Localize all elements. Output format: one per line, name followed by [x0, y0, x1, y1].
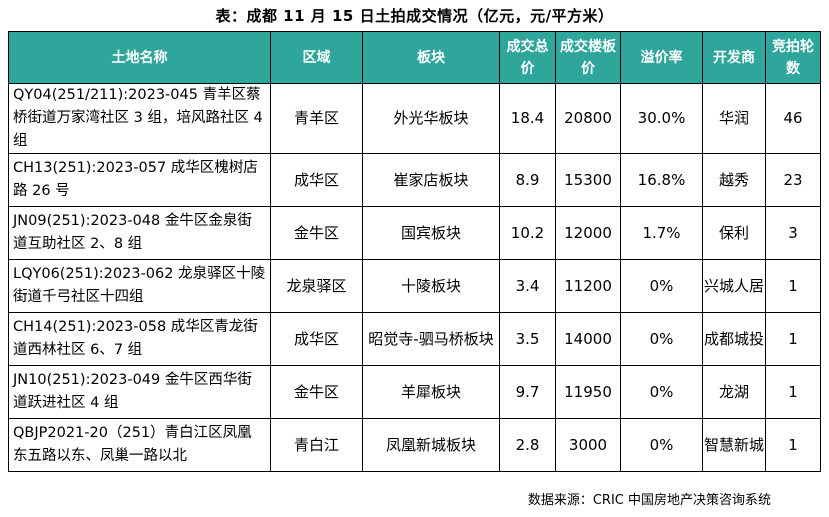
district-cell: 龙泉驿区: [270, 259, 363, 313]
premium-cell: 0%: [620, 365, 703, 419]
floor-price-cell: 11200: [555, 259, 621, 313]
district-cell: 金牛区: [270, 206, 363, 260]
block-cell: 崔家店板块: [362, 153, 500, 207]
district-cell: 成华区: [270, 312, 363, 366]
header-rounds: 竞拍轮数: [765, 31, 821, 84]
header-block: 板块: [362, 31, 500, 84]
block-cell: 外光华板块: [362, 83, 500, 154]
developer-cell: 兴城人居: [702, 259, 766, 313]
header-name: 土地名称: [8, 31, 271, 84]
floor-price-cell: 14000: [555, 312, 621, 366]
header-floor-price: 成交楼板价: [555, 31, 621, 84]
premium-cell: 0%: [620, 259, 703, 313]
district-cell: 青白江: [270, 418, 363, 472]
land-name-cell: CH14(251):2023-058 成华区青龙街道西林社区 6、7 组: [8, 312, 271, 366]
header-total-price: 成交总价: [499, 31, 556, 84]
district-cell: 青羊区: [270, 83, 363, 154]
rounds-cell: 46: [765, 83, 821, 154]
total-price-cell: 8.9: [499, 153, 556, 207]
land-auction-table: 土地名称 区域 板块 成交总价 成交楼板价 溢价率 开发商 竞拍轮数 QY04(…: [8, 31, 821, 472]
header-district: 区域: [270, 31, 363, 84]
land-name-cell: CH13(251):2023-057 成华区槐树店路 26 号: [8, 153, 271, 207]
rounds-cell: 23: [765, 153, 821, 207]
total-price-cell: 3.4: [499, 259, 556, 313]
land-name-cell: QY04(251/211):2023-045 青羊区蔡桥街道万家湾社区 3 组，…: [8, 83, 271, 154]
land-name-cell: JN10(251):2023-049 金牛区西华街道跃进社区 4 组: [8, 365, 271, 419]
table-row: JN10(251):2023-049 金牛区西华街道跃进社区 4 组 金牛区 羊…: [8, 365, 821, 419]
floor-price-cell: 3000: [555, 418, 621, 472]
block-cell: 羊犀板块: [362, 365, 500, 419]
total-price-cell: 9.7: [499, 365, 556, 419]
developer-cell: 成都城投: [702, 312, 766, 366]
total-price-cell: 10.2: [499, 206, 556, 260]
total-price-cell: 2.8: [499, 418, 556, 472]
land-name-cell: JN09(251):2023-048 金牛区金泉街道互助社区 2、8 组: [8, 206, 271, 260]
total-price-cell: 18.4: [499, 83, 556, 154]
floor-price-cell: 15300: [555, 153, 621, 207]
premium-cell: 0%: [620, 418, 703, 472]
developer-cell: 越秀: [702, 153, 766, 207]
premium-cell: 1.7%: [620, 206, 703, 260]
land-name-cell: LQY06(251):2023-062 龙泉驿区十陵街道千弓社区十四组: [8, 259, 271, 313]
table-row: CH13(251):2023-057 成华区槐树店路 26 号 成华区 崔家店板…: [8, 153, 821, 207]
developer-cell: 华润: [702, 83, 766, 154]
rounds-cell: 1: [765, 259, 821, 313]
premium-cell: 16.8%: [620, 153, 703, 207]
header-developer: 开发商: [702, 31, 766, 84]
floor-price-cell: 20800: [555, 83, 621, 154]
developer-cell: 保利: [702, 206, 766, 260]
table-row: QY04(251/211):2023-045 青羊区蔡桥街道万家湾社区 3 组，…: [8, 83, 821, 154]
table-row: QBJP2021-20（251）青白江区凤凰东五路以东、凤巢一路以北 青白江 凤…: [8, 418, 821, 472]
premium-cell: 30.0%: [620, 83, 703, 154]
block-cell: 昭觉寺-驷马桥板块: [362, 312, 500, 366]
rounds-cell: 3: [765, 206, 821, 260]
header-row: 土地名称 区域 板块 成交总价 成交楼板价 溢价率 开发商 竞拍轮数: [8, 31, 821, 84]
header-premium: 溢价率: [620, 31, 703, 84]
table-row: CH14(251):2023-058 成华区青龙街道西林社区 6、7 组 成华区…: [8, 312, 821, 366]
table-title: 表：成都 11 月 15 日土拍成交情况（亿元，元/平方米）: [215, 7, 614, 25]
rounds-cell: 1: [765, 418, 821, 472]
developer-cell: 智慧新城: [702, 418, 766, 472]
rounds-cell: 1: [765, 365, 821, 419]
developer-cell: 龙湖: [702, 365, 766, 419]
block-cell: 凤凰新城板块: [362, 418, 500, 472]
land-name-cell: QBJP2021-20（251）青白江区凤凰东五路以东、凤巢一路以北: [8, 418, 271, 472]
district-cell: 成华区: [270, 153, 363, 207]
district-cell: 金牛区: [270, 365, 363, 419]
rounds-cell: 1: [765, 312, 821, 366]
floor-price-cell: 11950: [555, 365, 621, 419]
block-cell: 十陵板块: [362, 259, 500, 313]
data-source-note: 数据来源：CRIC 中国房地产决策咨询系统: [527, 493, 771, 508]
block-cell: 国宾板块: [362, 206, 500, 260]
table-row: LQY06(251):2023-062 龙泉驿区十陵街道千弓社区十四组 龙泉驿区…: [8, 259, 821, 313]
floor-price-cell: 12000: [555, 206, 621, 260]
table-row: JN09(251):2023-048 金牛区金泉街道互助社区 2、8 组 金牛区…: [8, 206, 821, 260]
total-price-cell: 3.5: [499, 312, 556, 366]
premium-cell: 0%: [620, 312, 703, 366]
